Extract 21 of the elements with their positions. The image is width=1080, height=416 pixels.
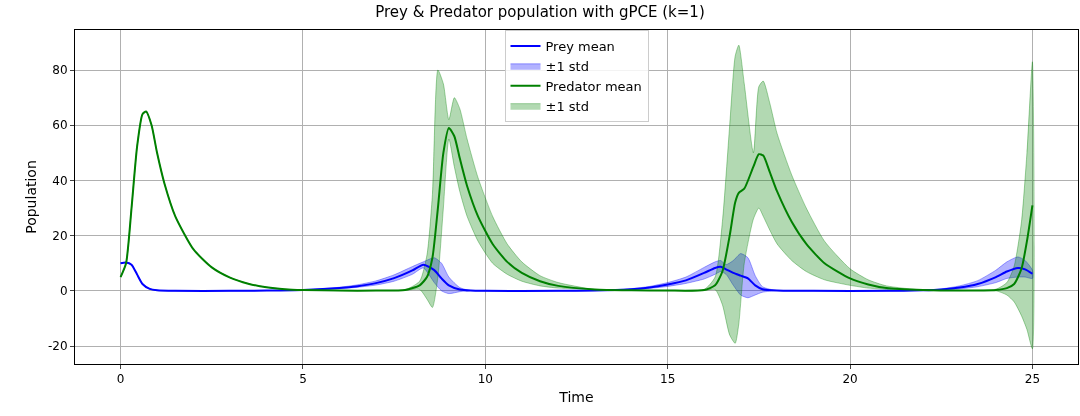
x-tick-label: 15 xyxy=(660,372,676,387)
x-tick-label: 5 xyxy=(299,372,307,387)
legend-label: Predator mean xyxy=(545,78,642,94)
annotation: ±1 std xyxy=(545,58,589,74)
annotation: ±1 std xyxy=(545,98,589,114)
x-tick-label: 25 xyxy=(1024,372,1041,387)
y-tick-label: 60 xyxy=(52,118,68,133)
y-tick-label: 20 xyxy=(52,228,68,243)
legend-label: Prey mean xyxy=(545,39,615,55)
x-tick-label: 10 xyxy=(477,372,493,387)
line-series xyxy=(119,261,1034,292)
x-axis-title: Time xyxy=(558,388,594,405)
y-tick-label: 0 xyxy=(59,284,68,299)
y-axis-title: Population xyxy=(22,160,39,234)
x-tick-label: 0 xyxy=(116,372,125,387)
chart-title: Prey & Predator population with gPCE (k=1) xyxy=(375,2,705,21)
line-series xyxy=(119,110,1034,292)
x-tick-label: 20 xyxy=(842,372,858,387)
y-tick-label: -20 xyxy=(47,339,68,354)
y-tick-label: 80 xyxy=(52,63,68,78)
y-tick-label: 40 xyxy=(52,173,68,188)
